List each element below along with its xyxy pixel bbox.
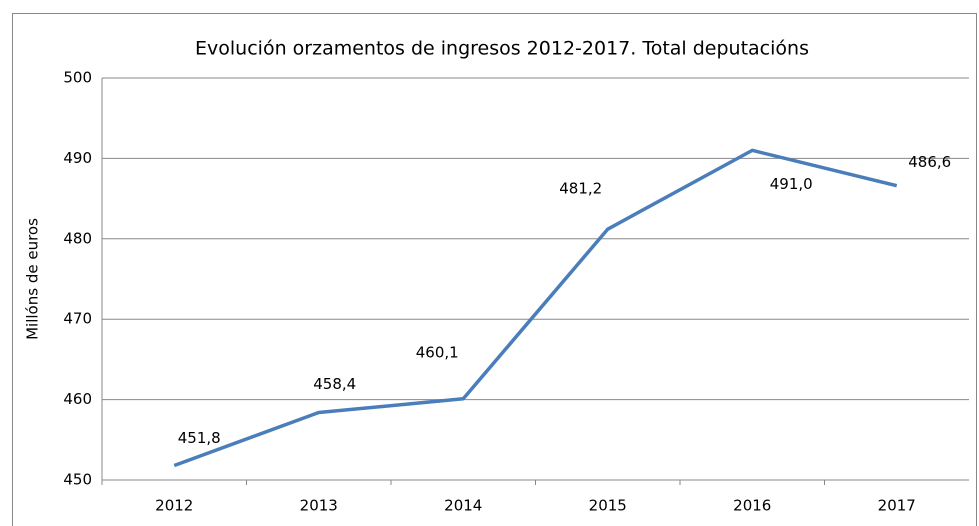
chart-title: Evolución orzamentos de ingresos 2012-20… bbox=[195, 38, 809, 60]
y-tick-label: 460 bbox=[63, 390, 92, 408]
chart-border bbox=[12, 13, 977, 526]
x-tick-label: 2016 bbox=[733, 497, 771, 515]
y-tick-label: 450 bbox=[63, 471, 92, 489]
data-label: 451,8 bbox=[178, 429, 221, 447]
x-tick-label: 2017 bbox=[878, 497, 916, 515]
data-label: 460,1 bbox=[416, 343, 459, 361]
line bbox=[173, 148, 898, 468]
y-tick-label: 500 bbox=[63, 69, 92, 87]
y-tick-label: 480 bbox=[63, 229, 92, 247]
data-label: 481,2 bbox=[559, 180, 602, 198]
x-tick-label: 2013 bbox=[300, 497, 338, 515]
y-tick-label: 490 bbox=[63, 149, 92, 167]
y-tick-label: 470 bbox=[63, 310, 92, 328]
x-tick-label: 2014 bbox=[444, 497, 482, 515]
x-tick-label: 2012 bbox=[155, 497, 193, 515]
x-tick-label: 2015 bbox=[589, 497, 627, 515]
data-label: 458,4 bbox=[313, 375, 356, 393]
data-label: 486,6 bbox=[908, 153, 951, 171]
data-label: 491,0 bbox=[770, 175, 813, 193]
y-axis-label: Millóns de euros bbox=[24, 218, 42, 340]
